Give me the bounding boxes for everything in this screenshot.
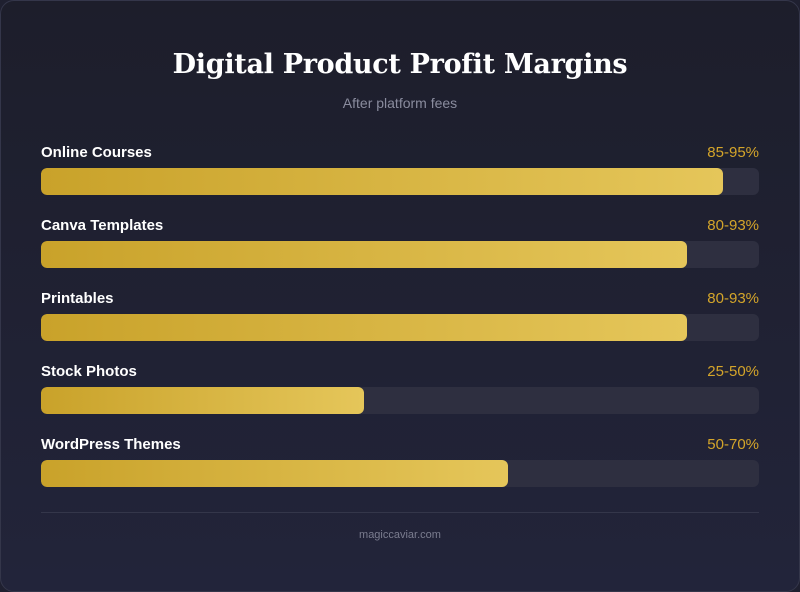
- bar-fill: [41, 460, 508, 487]
- bar-list: Online Courses 85-95% Canva Templates 80-93…: [41, 142, 759, 507]
- bar-category-label: Printables: [41, 290, 114, 307]
- bar-value-label: 50-70%: [707, 436, 759, 453]
- bar-row: Online Courses 85-95%: [41, 142, 759, 215]
- bar-track: [41, 168, 759, 195]
- bar-row: WordPress Themes 50-70%: [41, 434, 759, 507]
- bar-track: [41, 314, 759, 341]
- bar-category-label: WordPress Themes: [41, 436, 181, 453]
- bar-category-label: Online Courses: [41, 144, 152, 161]
- bar-category-label: Canva Templates: [41, 217, 164, 234]
- bar-value-label: 85-95%: [707, 144, 759, 161]
- footer-source: magiccaviar.com: [359, 529, 441, 541]
- bar-category-label: Stock Photos: [41, 363, 137, 380]
- bar-row-header: Printables 80-93%: [41, 288, 759, 314]
- chart-title: Digital Product Profit Margins: [172, 49, 628, 80]
- bar-fill: [41, 314, 688, 341]
- bar-row-header: Stock Photos 25-50%: [41, 361, 759, 387]
- bar-row-header: WordPress Themes 50-70%: [41, 434, 759, 460]
- bar-fill: [41, 387, 365, 414]
- bar-row: Canva Templates 80-93%: [41, 215, 759, 288]
- bar-value-label: 80-93%: [707, 217, 759, 234]
- bar-track: [41, 460, 759, 487]
- bar-track: [41, 241, 759, 268]
- bar-value-label: 25-50%: [707, 363, 759, 380]
- bar-value-label: 80-93%: [707, 290, 759, 307]
- bar-row-header: Canva Templates 80-93%: [41, 215, 759, 241]
- bar-row: Stock Photos 25-50%: [41, 361, 759, 434]
- bar-track: [41, 387, 759, 414]
- bar-fill: [41, 168, 724, 195]
- chart-subtitle: After platform fees: [342, 95, 458, 111]
- bar-row: Printables 80-93%: [41, 288, 759, 361]
- footer-divider: [41, 512, 759, 513]
- bar-fill: [41, 241, 688, 268]
- bar-row-header: Online Courses 85-95%: [41, 142, 759, 168]
